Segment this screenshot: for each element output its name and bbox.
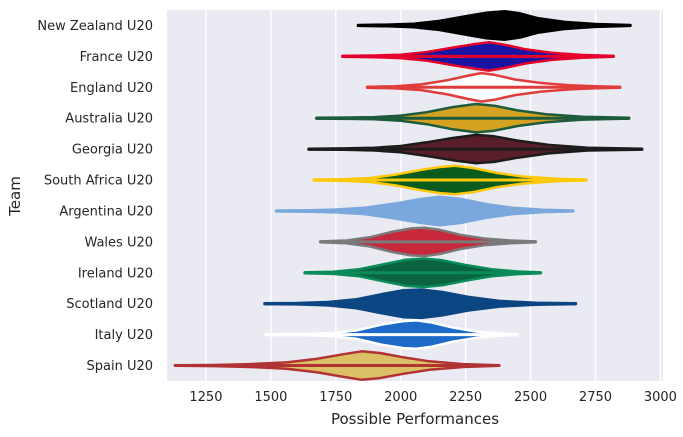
x-gridlines: [205, 10, 662, 381]
y-tick-label: Argentina U20: [59, 204, 153, 219]
x-tick-labels: 1250 1500 1750 2000 2250 2500 2750 3000: [189, 390, 677, 405]
y-tick-label: Ireland U20: [78, 266, 153, 281]
y-tick-label: Spain U20: [86, 359, 153, 374]
x-tick-label: 2250: [449, 390, 482, 405]
y-tick-label: Australia U20: [65, 112, 153, 127]
y-axis-label: Team: [6, 176, 24, 217]
y-tick-label: Scotland U20: [66, 297, 153, 312]
x-tick-label: 1250: [189, 390, 222, 405]
y-tick-labels: New Zealand U20 France U20 England U20 Aust…: [37, 19, 153, 374]
x-tick-label: 2500: [514, 390, 547, 405]
y-tick-label: England U20: [70, 81, 153, 96]
violins: [173, 9, 644, 382]
x-tick-label: 3000: [644, 390, 677, 405]
x-axis-label: Possible Performances: [331, 410, 499, 428]
y-tick-label: Italy U20: [95, 328, 153, 343]
x-tick-label: 1750: [319, 390, 352, 405]
y-tick-label: France U20: [80, 50, 153, 65]
x-tick-label: 2000: [384, 390, 417, 405]
y-tick-label: Georgia U20: [72, 143, 153, 158]
x-tick-label: 1500: [254, 390, 287, 405]
x-tick-label: 2750: [579, 390, 612, 405]
y-tick-label: New Zealand U20: [37, 19, 153, 34]
y-tick-label: South Africa U20: [44, 174, 153, 189]
plot-area: [167, 10, 663, 381]
y-tick-label: Wales U20: [84, 235, 153, 250]
